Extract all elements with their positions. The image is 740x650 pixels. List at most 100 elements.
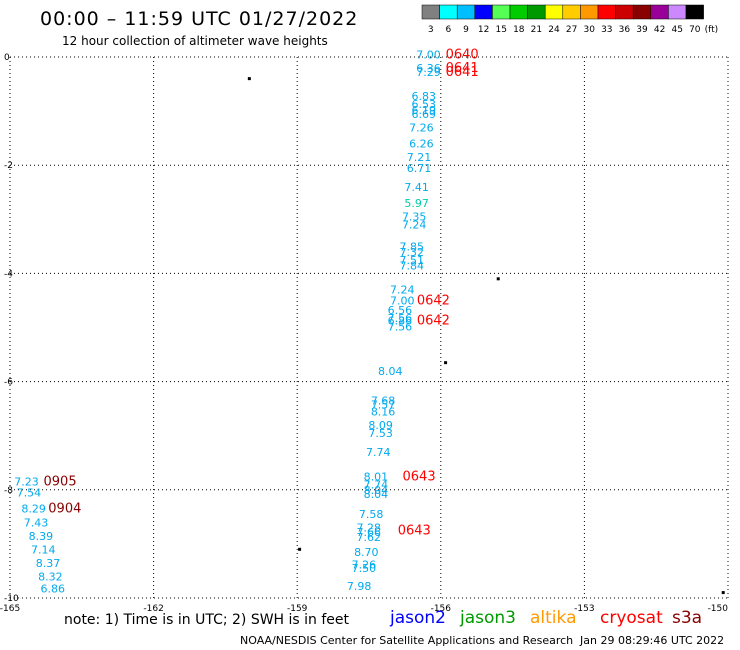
swh-points: 7.006.367.296.836.536.196.697.266.267.21… <box>14 48 441 595</box>
colorbar-label: 27 <box>566 25 577 35</box>
time-label: 0642 <box>417 313 450 328</box>
swh-value-label: 7.85 <box>400 240 425 253</box>
swh-value-label: 7.00 <box>416 48 441 61</box>
axis-ticks: -165 -162 -159 -156 -153 -150 0 -2 -4 -6 -8 -10 <box>0 53 728 614</box>
colorbar-swatch <box>439 4 458 20</box>
swh-value-label: 7.32 <box>400 246 425 259</box>
time-label: 0905 <box>44 475 77 490</box>
swh-value-label: 7.74 <box>364 478 389 491</box>
swh-value-label: 7.24 <box>402 219 427 232</box>
colorbar-label: 9 <box>463 25 469 35</box>
swh-value-label: 8.04 <box>364 484 389 497</box>
swh-value-label: 8.39 <box>29 530 54 543</box>
land-mark <box>298 547 302 551</box>
colorbar-swatch <box>597 4 616 20</box>
colorbar-swatch <box>562 4 581 20</box>
swh-value-label: 7.98 <box>347 580 372 593</box>
swh-value-label: 8.32 <box>38 570 63 583</box>
swh-value-label: 7.74 <box>366 446 391 459</box>
colorbar: 3 6 9 12 15 18 21 24 27 30 33 36 39 42 45 70 (ft) <box>421 4 719 35</box>
swh-value-label: 7.43 <box>24 516 49 529</box>
time-label: 0643 <box>403 469 436 484</box>
chart-title: 00:00 – 11:59 UTC 01/27/2022 <box>40 8 359 30</box>
colorbar-label: 15 <box>495 25 506 35</box>
y-tick-label: 0 <box>4 53 10 63</box>
swh-value-label: 6.53 <box>412 98 437 111</box>
source-altika: altika <box>530 608 577 628</box>
land-mark <box>496 277 500 281</box>
footer-timestamp: Jan 29 08:29:46 UTC 2022 <box>580 634 725 647</box>
colorbar-swatch <box>456 4 476 20</box>
colorbar-swatch <box>474 4 493 20</box>
swh-value-label: 7.24 <box>390 284 415 297</box>
swh-value-label: 6.71 <box>407 162 432 175</box>
x-tick-label: -159 <box>287 604 308 614</box>
swh-value-label: 8.04 <box>378 365 403 378</box>
colorbar-label: 24 <box>548 25 560 35</box>
source-jason2: jason2 <box>390 608 446 628</box>
swh-value-label: 8.16 <box>371 405 396 418</box>
y-tick-label: -4 <box>4 269 13 279</box>
swh-value-label: 6.26 <box>409 138 434 151</box>
swh-value-label: 8.09 <box>368 419 393 432</box>
colorbar-label: 21 <box>531 25 542 35</box>
swh-value-label: 6.69 <box>412 108 437 121</box>
colorbar-swatch <box>492 4 511 20</box>
swh-value-label: 6.56 <box>388 304 413 317</box>
x-tick-label: -153 <box>574 604 594 614</box>
colorbar-label: 30 <box>583 25 595 35</box>
colorbar-label: 45 <box>671 25 682 35</box>
time-label: 0643 <box>398 523 431 538</box>
x-tick-label: -156 <box>431 604 452 614</box>
colorbar-swatch <box>509 4 528 20</box>
colorbar-label: 18 <box>513 25 525 35</box>
swh-value-label: 5.97 <box>404 197 429 210</box>
colorbar-label: 6 <box>446 25 452 35</box>
x-tick-label: -165 <box>0 604 20 614</box>
swh-value-label: 7.56 <box>388 320 413 333</box>
swh-value-label: 7.14 <box>31 543 56 556</box>
swh-value-label: 7.23 <box>14 476 39 489</box>
swh-value-label: 7.56 <box>388 312 413 325</box>
x-tick-label: -150 <box>708 604 729 614</box>
y-tick-label: -2 <box>4 161 13 171</box>
swh-value-label: 6.86 <box>41 582 66 595</box>
time-label: 0904 <box>48 502 81 517</box>
chart-subtitle: 12 hour collection of altimeter wave hei… <box>62 34 328 48</box>
swh-value-label: 8.37 <box>36 557 61 570</box>
swh-value-label: 8.04 <box>364 488 389 501</box>
y-tick-label: -10 <box>4 594 19 604</box>
swh-value-label: 7.58 <box>359 508 384 521</box>
land-mark <box>721 591 725 595</box>
colorbar-swatch <box>668 4 687 20</box>
swh-value-label: 7.53 <box>368 427 393 440</box>
colorbar-label: 39 <box>636 25 648 35</box>
time-label: 0641 <box>446 65 479 80</box>
colorbar-unit: (ft) <box>705 25 719 35</box>
colorbar-label: 33 <box>601 25 612 35</box>
time-label: 0642 <box>417 293 450 308</box>
footer-note: note: 1) Time is in UTC; 2) SWH is in fe… <box>64 612 350 628</box>
y-tick-label: -8 <box>4 486 13 496</box>
source-cryosat: cryosat <box>600 608 663 628</box>
land-marks <box>247 77 725 595</box>
swh-value-label: 7.54 <box>17 487 42 500</box>
colorbar-label: 70 <box>689 25 701 35</box>
colorbar-swatch <box>544 4 564 20</box>
swh-value-label: 7.26 <box>409 121 434 134</box>
swh-value-label: 7.84 <box>400 259 425 272</box>
swh-value-label: 7.00 <box>390 294 415 307</box>
source-jason3: jason3 <box>460 608 516 628</box>
x-tick-label: -162 <box>143 604 163 614</box>
time-label: 0640 <box>446 47 479 62</box>
colorbar-label: 12 <box>478 25 489 35</box>
swh-value-label: 6.36 <box>416 62 441 75</box>
swh-value-label: 7.68 <box>371 395 396 408</box>
colorbar-swatch <box>421 4 440 20</box>
swh-value-label: 7.41 <box>404 181 429 194</box>
colorbar-label: 3 <box>428 25 434 35</box>
swh-value-label: 7.35 <box>402 211 427 224</box>
land-mark <box>247 77 251 81</box>
swh-value-label: 7.50 <box>352 562 377 575</box>
